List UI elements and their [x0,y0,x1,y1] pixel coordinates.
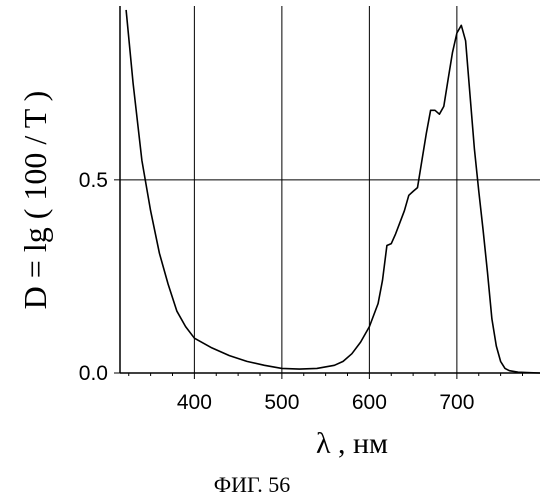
series-line-0 [126,10,540,373]
x-tick-label-2: 600 [352,391,387,414]
x-axis-title: λ , нм [316,427,388,460]
y-axis-title: D = lg ( 100 / T ) [17,91,53,310]
axes [120,6,540,373]
x-tick-label-0: 400 [177,391,212,414]
x-tick-label-3: 700 [439,391,474,414]
y-tick-label-1: 0.5 [79,169,108,192]
x-tick-label-1: 500 [264,391,299,414]
ticks: 400 500 600 700 0.0 0.5 [79,169,523,414]
grid [120,6,540,373]
figure-caption: ФИГ. 56 [214,472,291,497]
series [126,10,540,373]
y-tick-label-0: 0.0 [79,362,108,385]
